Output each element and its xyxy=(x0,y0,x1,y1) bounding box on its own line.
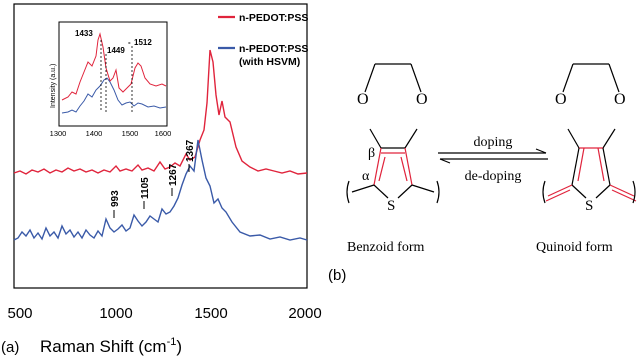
inset-annotation: 1449 xyxy=(107,46,125,55)
x-axis-label: Raman Shift (cm-1) xyxy=(40,336,182,356)
oxygen-atom: O xyxy=(416,91,428,108)
legend-label-red: n-PEDOT:PSS xyxy=(239,12,308,24)
peak-label: 1267 xyxy=(168,163,179,186)
reverse-arrowhead xyxy=(439,158,451,164)
oxygen-atom: O xyxy=(555,91,567,108)
inset-series-red xyxy=(61,32,167,101)
benzoid-caption: Benzoid form xyxy=(347,240,424,255)
sulfur-atom: S xyxy=(387,198,395,214)
inset-ylabel: Intensity (a.u.) xyxy=(50,64,57,108)
beta-label: β xyxy=(368,146,375,161)
quinoid-structure xyxy=(542,63,637,204)
sulfur-atom: S xyxy=(585,198,593,214)
chemical-scheme: O O S β α doping de-doping xyxy=(328,63,637,284)
forward-arrowhead xyxy=(535,148,547,154)
inset-frame xyxy=(58,21,168,127)
legend: n-PEDOT:PSS n-PEDOT:PSS (with HSVM) xyxy=(218,12,308,68)
alpha-label: α xyxy=(362,169,370,184)
legend-label-blue-line2: (with HSVM) xyxy=(239,56,300,68)
inset-chart: 1433 1449 1512 - Intensity (a.u.) 1300 1… xyxy=(50,21,172,138)
peak-label: 1105 xyxy=(140,177,151,199)
plot-frame xyxy=(13,3,308,289)
doping-label: doping xyxy=(474,135,513,150)
peak-label: 1367 xyxy=(185,139,196,162)
peak-label: 993 xyxy=(110,190,121,207)
panel-b-label: (b) xyxy=(328,267,346,284)
quinoid-caption: Quinoid form xyxy=(536,240,613,255)
inset-xtick: 1500 xyxy=(122,129,139,138)
inset-annotation-dash: - xyxy=(128,38,131,47)
legend-label-blue: n-PEDOT:PSS xyxy=(239,43,308,55)
dedoping-label: de-doping xyxy=(465,169,522,184)
inset-annotation: 1512 xyxy=(134,38,152,47)
x-tick-label: 500 xyxy=(7,305,32,322)
series-blue-line xyxy=(13,139,308,241)
inset-series-blue xyxy=(61,77,167,114)
x-tick-label: 2000 xyxy=(288,305,321,322)
raman-chart: 993 1105 1267 1367 n-PEDOT:PSS n-PEDOT:P… xyxy=(1,3,322,356)
inset-xtick: 1300 xyxy=(50,129,67,138)
oxygen-atom: O xyxy=(357,91,369,108)
x-tick-label: 1500 xyxy=(194,305,227,322)
benzoid-structure xyxy=(346,63,440,204)
series-red-line xyxy=(13,49,308,175)
x-tick-label: 1000 xyxy=(99,305,132,322)
inset-xtick: 1400 xyxy=(86,129,103,138)
inset-annotation: 1433 xyxy=(75,29,93,38)
panel-a-label: (a) xyxy=(1,339,19,356)
inset-xtick: 1600 xyxy=(155,129,172,138)
equilibrium-arrows: doping de-doping xyxy=(438,135,548,184)
oxygen-atom: O xyxy=(614,91,626,108)
